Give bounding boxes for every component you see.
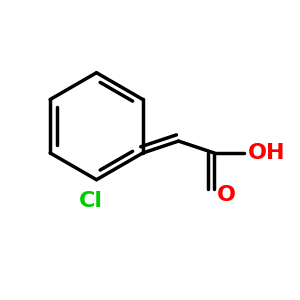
Text: OH: OH (248, 143, 285, 163)
Text: O: O (217, 184, 236, 205)
Text: Cl: Cl (79, 190, 103, 211)
